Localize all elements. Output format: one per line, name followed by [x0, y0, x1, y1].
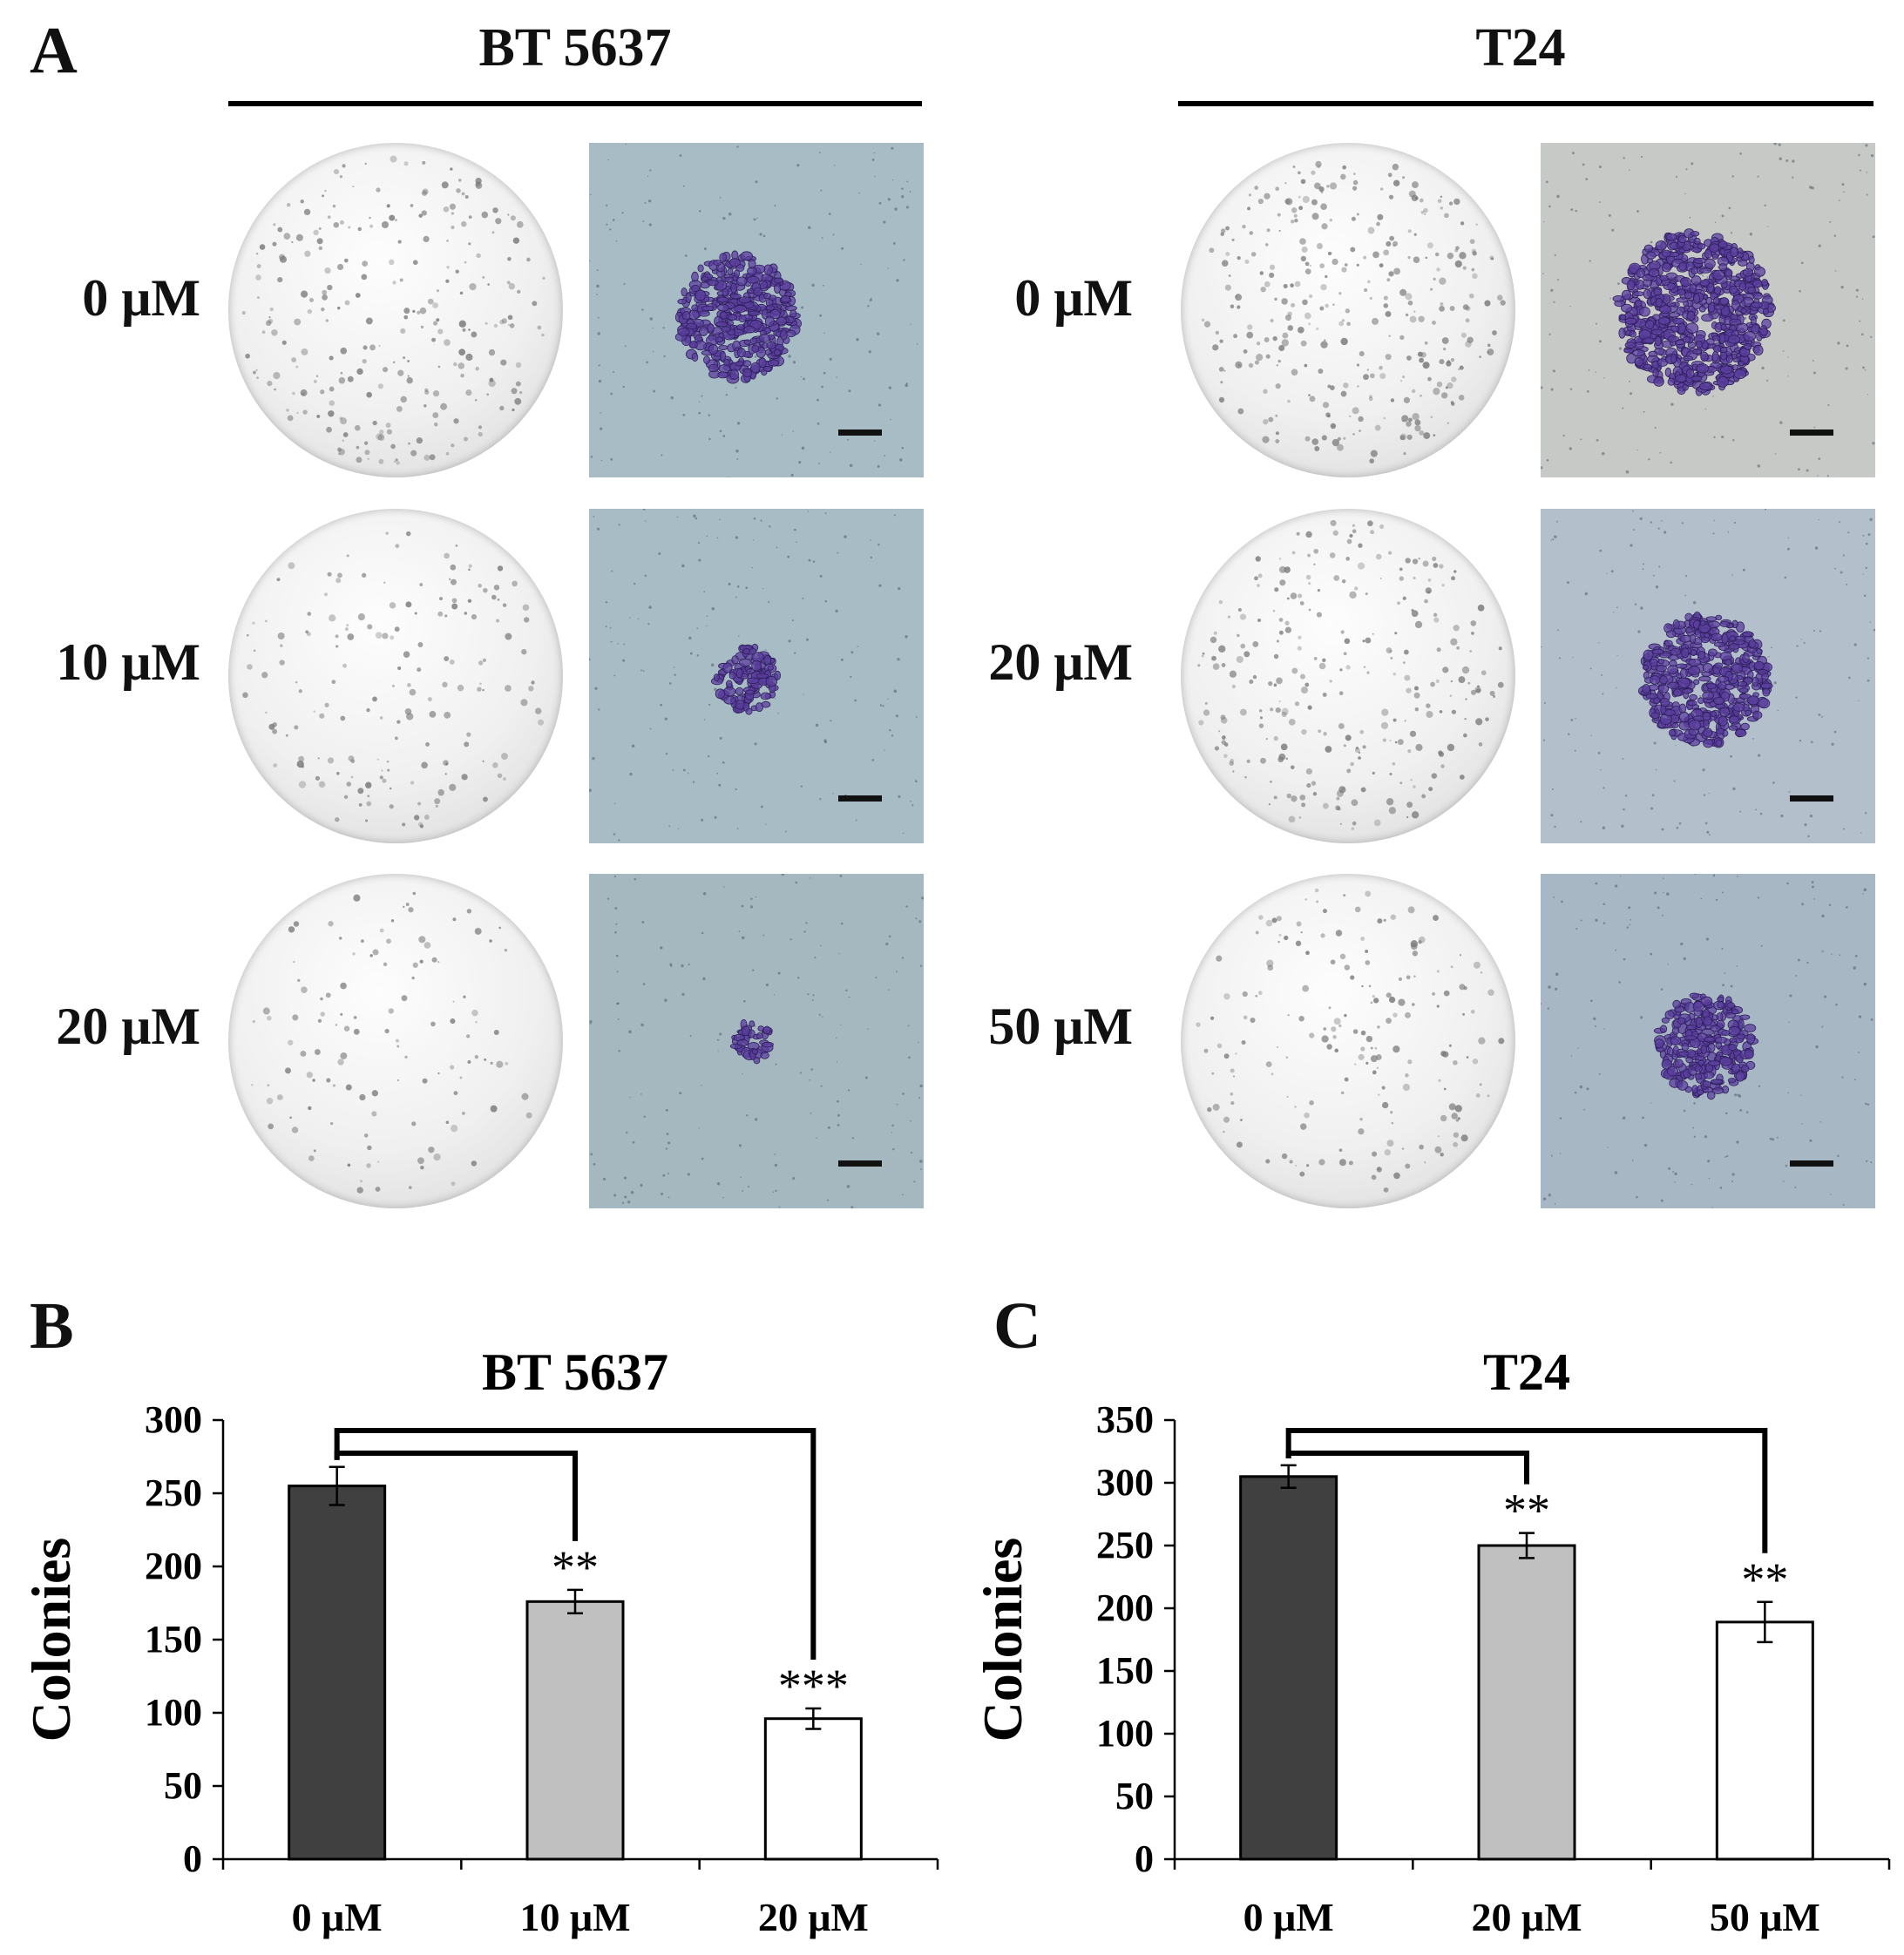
y-tick-label-1: 100: [1096, 1712, 1154, 1755]
title-rule-t24: [1178, 101, 1874, 106]
y-axis-label-0: Colonies: [20, 1538, 82, 1742]
x-tick-label-2-1: 50 μM: [1710, 1895, 1820, 1939]
y-tick-label-1: 0: [1135, 1837, 1154, 1880]
micrograph-t24-2: [1541, 874, 1875, 1208]
y-tick-label-0: 50: [164, 1764, 202, 1807]
x-tick-label-0-0: 0 μM: [292, 1895, 383, 1939]
colony-dots: [1196, 888, 1505, 1193]
dose-label-bt-1: 10 μM: [56, 633, 200, 691]
micrograph-bt-0: [589, 143, 924, 477]
colony-dots: [1201, 160, 1506, 463]
stained-colony: [729, 1018, 774, 1065]
colony-dots: [241, 155, 545, 465]
colony-dots: [242, 531, 545, 829]
y-tick-label-0: 250: [145, 1471, 202, 1514]
scale-bar: [838, 795, 882, 802]
colony-dish-t24-0: [1181, 143, 1515, 477]
bar-2-0: [763, 1717, 863, 1861]
bar-2-1: [1715, 1620, 1814, 1861]
bar-1-1: [1477, 1544, 1576, 1861]
significance-bracket-1-1: [1285, 1428, 1768, 1553]
error-bar-0-0: [329, 1465, 345, 1506]
micrograph-t24-1: [1541, 509, 1875, 843]
y-axis-label-1: Colonies: [972, 1538, 1033, 1742]
panel-label-b: B: [30, 1289, 74, 1363]
panel-label-c: C: [993, 1289, 1041, 1363]
micrograph-bt-1: [589, 509, 924, 843]
error-bar-1-0: [567, 1588, 583, 1615]
bar-chart-t24: T24 Colonies 0 50 100 150 200 250 300 350 0 μM 20 μ…: [972, 1343, 1891, 1939]
error-bar-0-1: [1280, 1464, 1297, 1490]
significance-label-0-0: **: [552, 1541, 599, 1593]
scale-bar: [838, 430, 882, 436]
x-tick-label-0-1: 0 μM: [1243, 1895, 1334, 1939]
y-tick-label-1: 300: [1096, 1461, 1154, 1504]
scale-bar: [1790, 430, 1833, 436]
bar-1-0: [525, 1600, 625, 1861]
panel-label-a: A: [30, 14, 78, 87]
colony-dish-bt-1: [228, 509, 563, 843]
y-tick-label-1: 250: [1096, 1524, 1154, 1566]
x-tick-label-1-0: 10 μM: [520, 1895, 631, 1939]
colony-dots: [251, 891, 532, 1194]
stained-colony: [1653, 992, 1759, 1100]
stained-colony: [710, 643, 782, 715]
y-tick-label-0: 100: [145, 1691, 202, 1734]
title-rule-bt5637: [228, 101, 922, 106]
bar-chart-bt5637: BT 5637 Colonies 0 50 100 150 200 250 300 0 μM 10 …: [20, 1343, 939, 1939]
significance-label-1-0: ***: [778, 1660, 849, 1712]
colony-dish-bt-0: [228, 143, 563, 477]
x-tick-label-1-1: 20 μM: [1472, 1895, 1582, 1939]
stained-colony: [1612, 228, 1776, 396]
y-tick-label-0: 200: [145, 1545, 202, 1587]
significance-bracket-1-0: [334, 1428, 816, 1660]
y-tick-label-0: 300: [145, 1398, 202, 1441]
dose-label-bt-2: 20 μM: [56, 998, 200, 1055]
y-tick-label-1: 50: [1115, 1775, 1154, 1817]
stained-colony: [674, 250, 803, 384]
scale-bar: [1790, 795, 1833, 802]
error-bar-2-1: [1757, 1600, 1773, 1644]
scale-bar: [838, 1160, 882, 1167]
stained-colony: [1638, 611, 1773, 748]
error-bar-2-0: [805, 1707, 822, 1730]
bar-0-1: [1239, 1475, 1338, 1861]
micrograph-t24-0: [1541, 143, 1875, 477]
cellline-title-bt5637: BT 5637: [478, 18, 672, 78]
y-tick-label-0: 150: [145, 1618, 202, 1661]
y-tick-label-1: 200: [1096, 1586, 1154, 1629]
bar-0-0: [288, 1485, 387, 1861]
scale-bar: [1790, 1160, 1833, 1167]
chart-title-1: T24: [1483, 1343, 1570, 1401]
x-tick-label-2-0: 20 μM: [758, 1895, 869, 1939]
y-tick-label-0: 0: [183, 1837, 202, 1880]
colony-dots: [1197, 519, 1504, 830]
dose-label-t24-0: 0 μM: [1014, 269, 1133, 327]
y-tick-label-1: 150: [1096, 1649, 1154, 1692]
colony-dish-bt-2: [228, 874, 563, 1208]
dose-label-t24-2: 50 μM: [988, 998, 1133, 1055]
colony-dish-t24-2: [1181, 874, 1515, 1208]
chart-title-0: BT 5637: [482, 1343, 668, 1401]
error-bar-1-1: [1519, 1532, 1535, 1559]
significance-label-0-1: **: [1503, 1485, 1550, 1537]
significance-label-1-1: **: [1741, 1553, 1788, 1606]
colony-dish-t24-1: [1181, 509, 1515, 843]
dose-label-t24-1: 20 μM: [988, 633, 1133, 691]
dose-label-bt-0: 0 μM: [82, 269, 200, 327]
y-tick-label-1: 350: [1096, 1398, 1154, 1441]
cellline-title-t24: T24: [1475, 18, 1566, 78]
micrograph-bt-2: [589, 874, 924, 1208]
